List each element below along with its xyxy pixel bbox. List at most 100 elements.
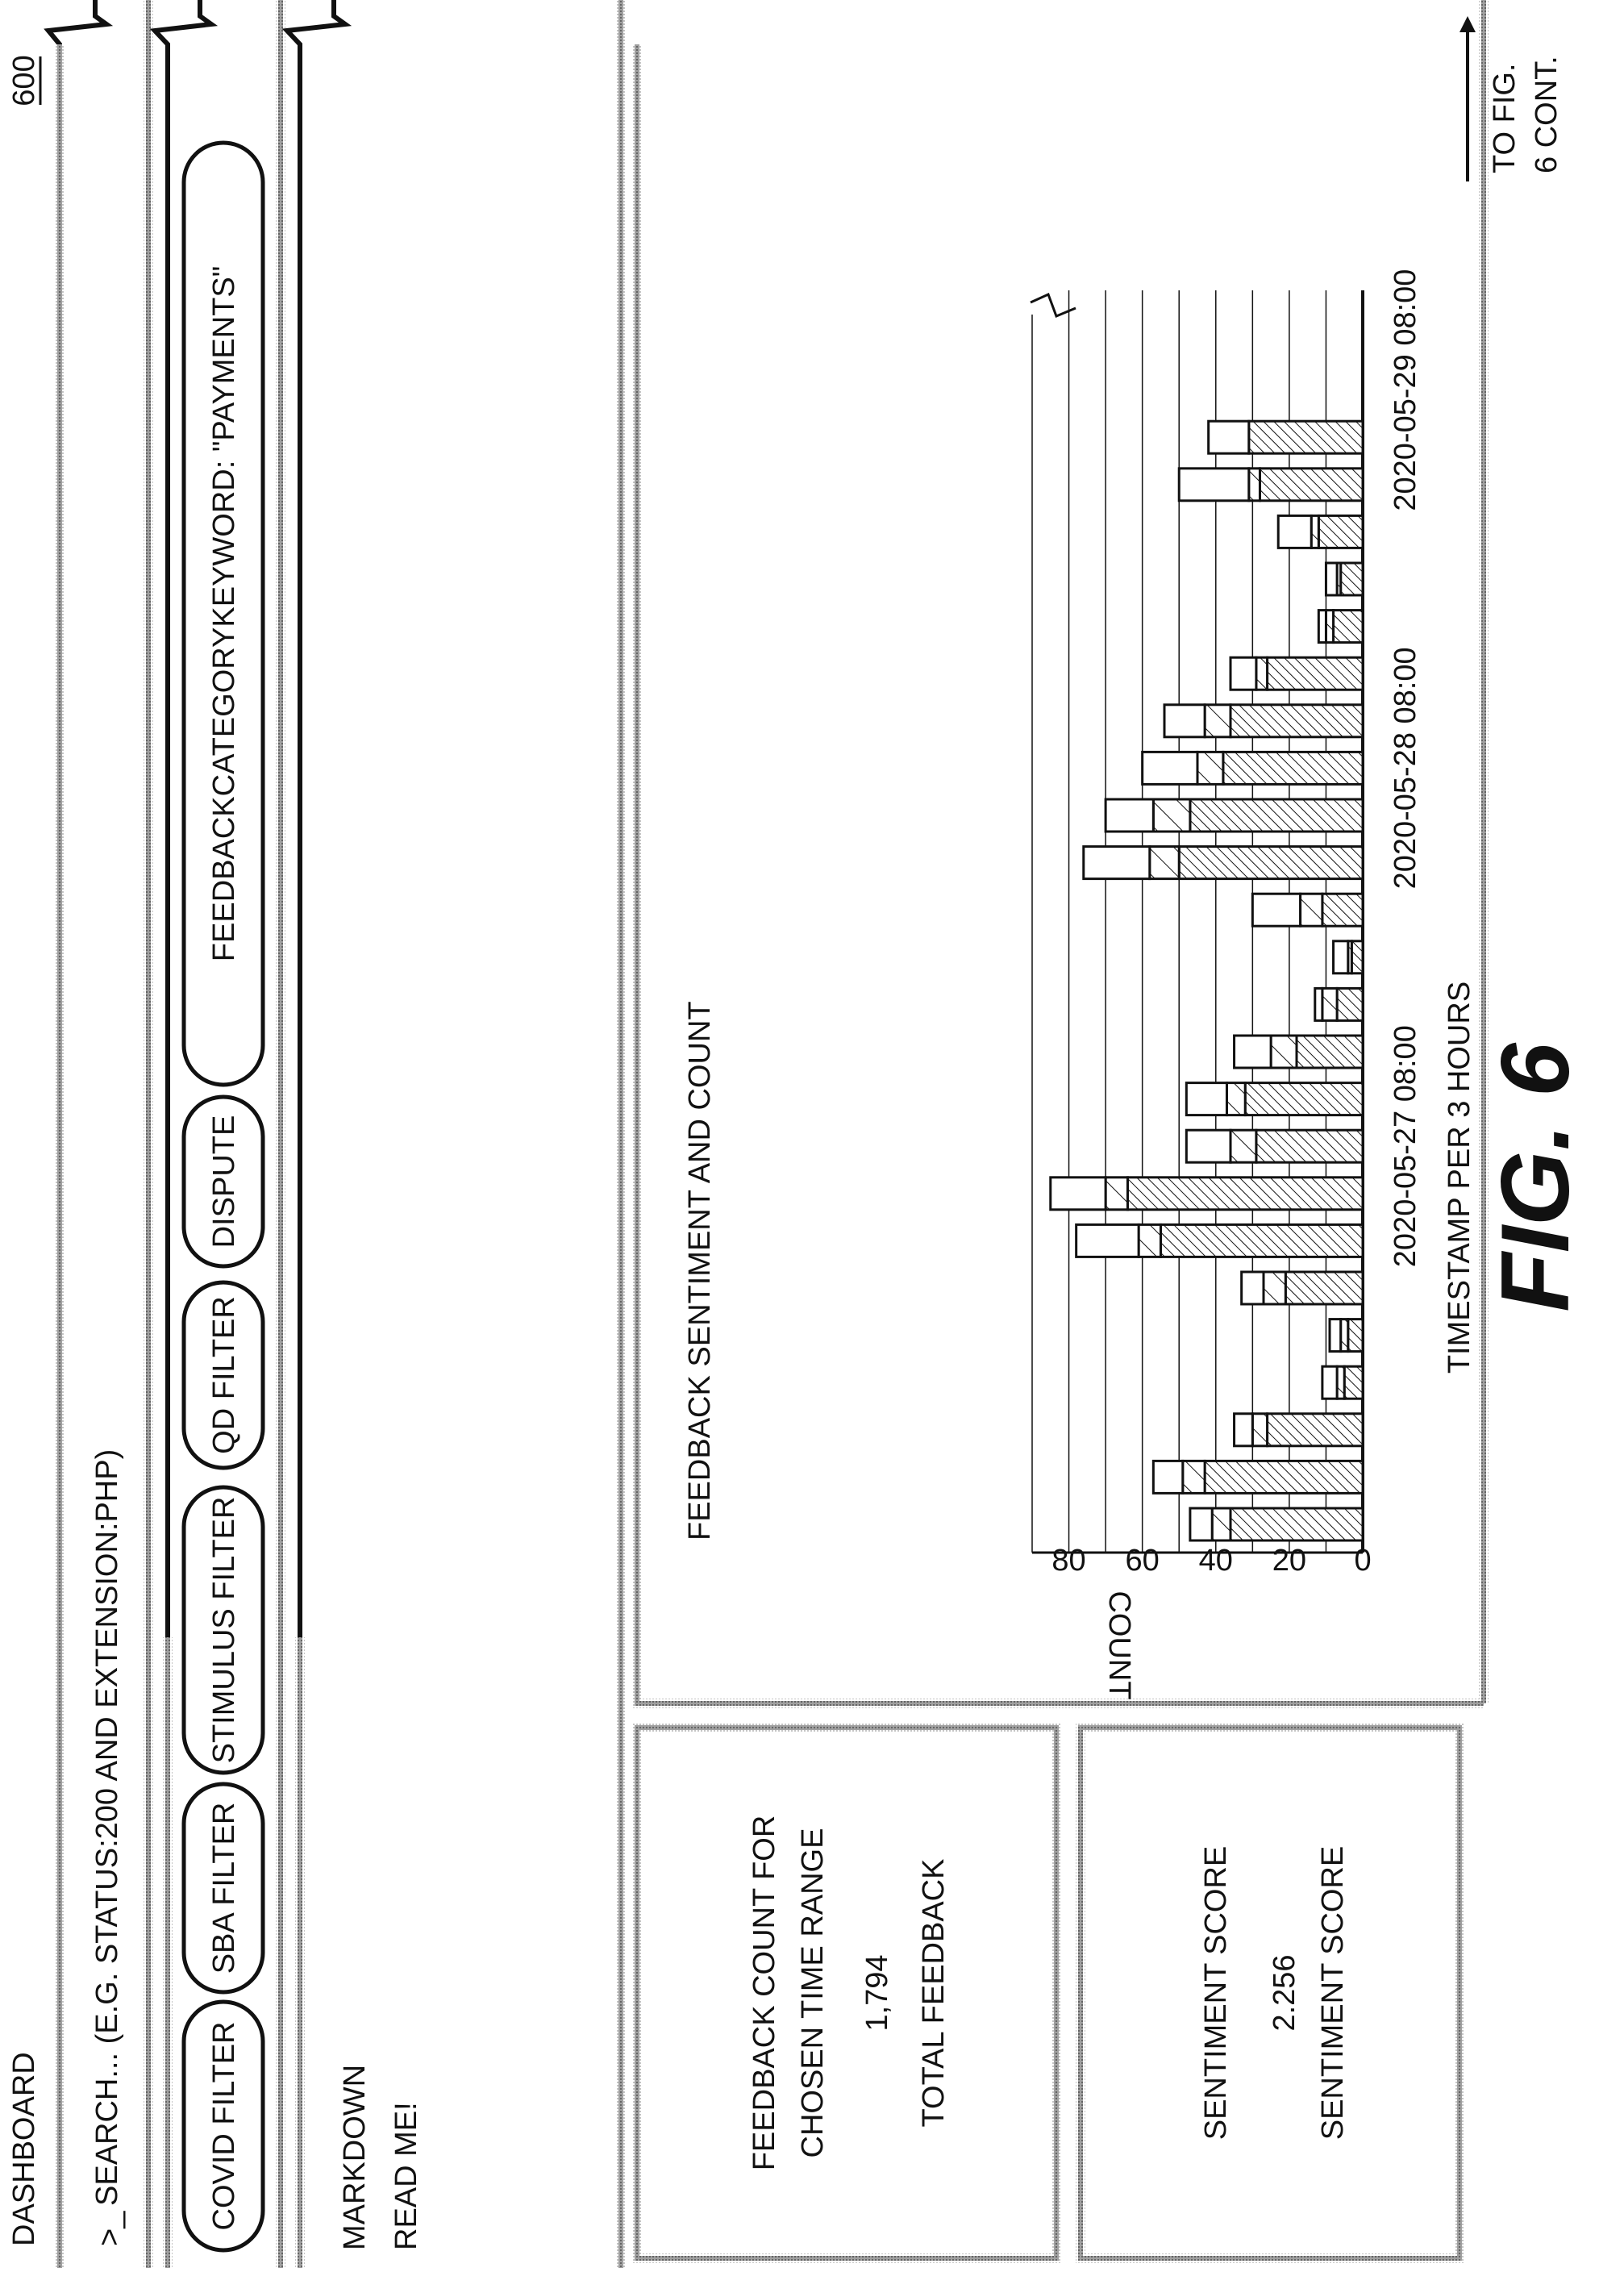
bar-segment [1317, 514, 1364, 549]
bar-segment [1347, 1318, 1364, 1353]
bar-segment [1177, 845, 1364, 881]
filter-chip-label: SBA FILTER [207, 1803, 241, 1974]
filter-chip-stimulus[interactable]: STIMULUS FILTER [181, 1485, 265, 1775]
y-tick-label: 60 [1126, 1544, 1160, 1578]
bar-segment [1159, 1223, 1364, 1258]
y-tick-label: 0 [1354, 1544, 1371, 1578]
bar-segment [1243, 1082, 1364, 1117]
bar-segment [1321, 1365, 1339, 1400]
feedback-count-title-line2: CHOSEN TIME RANGE [796, 1828, 830, 2158]
bar-segment [1185, 1082, 1228, 1117]
bar-segment [1317, 609, 1327, 644]
filter-chip-label: FEEDBACKCATEGORYKEYWORD: "PAYMENTS" [207, 266, 241, 961]
bar-segment [1321, 892, 1364, 928]
bar-segment [1339, 561, 1364, 597]
search-input[interactable]: SEARCH... (E.G. STATUS:200 AND EXTENSION… [90, 1449, 124, 2206]
filter-chip-dispute[interactable]: DISPUTE [181, 1094, 265, 1269]
bar-segment [1251, 892, 1302, 928]
sentiment-score-caption: SENTIMENT SCORE [1316, 1846, 1350, 2141]
x-tick-label: 2020-05-27 08:00 [1389, 1025, 1422, 1267]
bar-segment [1255, 656, 1269, 691]
bar-segment [1247, 467, 1261, 502]
chart-title: FEEDBACK SENTIMENT AND COUNT [683, 1001, 717, 1540]
feedback-count-panel: FEEDBACK COUNT FOR CHOSEN TIME RANGE 1,7… [632, 1723, 1061, 2263]
bar-segment [1299, 892, 1324, 928]
y-axis-label: COUNT [1102, 1590, 1136, 1699]
bar-segment [1266, 656, 1364, 691]
bar-segment [1350, 940, 1364, 975]
bar-segment [1151, 798, 1192, 833]
filter-chip-covid[interactable]: COVID FILTER [181, 1999, 265, 2253]
y-tick-label: 20 [1272, 1544, 1306, 1578]
bar-segment [1343, 1365, 1364, 1400]
bar-segment [1141, 750, 1199, 786]
bar-segment [1258, 467, 1364, 502]
bar-segment [1266, 1412, 1364, 1448]
bar-segment [1328, 1318, 1343, 1353]
sentiment-score-value: 2.256 [1268, 1954, 1301, 2031]
feedback-count-title-line1: FEEDBACK COUNT FOR [747, 1816, 781, 2171]
bar-segment [1082, 845, 1151, 881]
x-tick-label: 2020-05-28 08:00 [1389, 647, 1422, 889]
bar-segment [1225, 1082, 1247, 1117]
bar-segment [1332, 609, 1364, 644]
bar-segment [1151, 1459, 1185, 1495]
markdown-title: MARKDOWN [338, 2065, 372, 2250]
bar-segment [1177, 467, 1251, 502]
bar-segment [1229, 1128, 1258, 1164]
bar-segment [1203, 1459, 1364, 1495]
bar-segment [1255, 1128, 1364, 1164]
filter-chip-label: DISPUTE [207, 1115, 241, 1249]
bar-segment [1324, 561, 1339, 597]
bar-segment [1284, 1270, 1364, 1306]
chart-panel: FEEDBACK SENTIMENT AND COUNT COUNT TIMES… [632, 0, 1489, 1708]
bar-segment [1229, 1507, 1364, 1542]
bar-segment [1181, 1459, 1206, 1495]
bar-segment [1233, 1412, 1254, 1448]
right-arrow-icon [1460, 16, 1476, 32]
bar-segment [1332, 940, 1350, 975]
bar-segment [1276, 514, 1313, 549]
continuation-note-line2: 6 CONT. [1530, 56, 1564, 173]
bar-segment [1262, 1270, 1287, 1306]
filter-chip-sba[interactable]: SBA FILTER [181, 1782, 265, 1995]
feedback-count-value: 1,794 [860, 1954, 894, 2031]
bar-segment [1247, 419, 1364, 455]
filter-chip-feedback-category-keyword[interactable]: FEEDBACKCATEGORYKEYWORD: "PAYMENTS" [181, 140, 265, 1087]
filter-chip-label: COVID FILTER [207, 2022, 241, 2231]
x-tick-label: 2020-05-29 08:00 [1389, 269, 1422, 511]
figure-label: FIG. 6 [1481, 1042, 1589, 1312]
bar-segment [1203, 703, 1232, 739]
bar-segment [1295, 1034, 1364, 1069]
y-tick-label: 40 [1199, 1544, 1233, 1578]
y-tick-label: 80 [1051, 1544, 1085, 1578]
feedback-count-caption: TOTAL FEEDBACK [917, 1859, 951, 2128]
bar-segment [1137, 1223, 1162, 1258]
dashboard-title: DASHBOARD [7, 2052, 41, 2246]
bar-segment [1207, 419, 1251, 455]
bar-segment [1196, 750, 1225, 786]
axis-break-marker [1030, 292, 1076, 318]
bar-segment [1269, 1034, 1298, 1069]
bar-segment [1185, 1128, 1232, 1164]
bar-segment [1251, 1412, 1269, 1448]
x-axis-label: TIMESTAMP PER 3 HOURS [1443, 982, 1476, 1374]
continuation-indicator: TO FIG. 6 CONT. [1460, 16, 1564, 181]
sentiment-score-title: SENTIMENT SCORE [1199, 1846, 1233, 2141]
bar-segment [1189, 798, 1364, 833]
chart-bars [1049, 419, 1364, 1542]
bar-segment [1210, 1507, 1232, 1542]
bar-segment [1229, 703, 1364, 739]
search-prompt-icon: >_ [93, 2211, 127, 2246]
chart-x-ticks: 2020-05-27 08:00 2020-05-28 08:00 2020-05-… [1389, 269, 1422, 1268]
bar-segment [1189, 1507, 1214, 1542]
sentiment-score-panel: SENTIMENT SCORE 2.256 SENTIMENT SCORE [1076, 1723, 1464, 2263]
search-bar[interactable]: >_ SEARCH... (E.G. STATUS:200 AND EXTENS… [44, 0, 153, 2268]
filter-chip-label: QD FILTER [207, 1296, 241, 1454]
filter-bar: COVID FILTER SBA FILTER STIMULUS FILTER … [149, 0, 285, 2268]
markdown-body: READ ME! [389, 2102, 423, 2250]
filter-chip-qd[interactable]: QD FILTER [181, 1280, 265, 1470]
bar-segment [1104, 1176, 1129, 1211]
bar-segment [1163, 703, 1206, 739]
